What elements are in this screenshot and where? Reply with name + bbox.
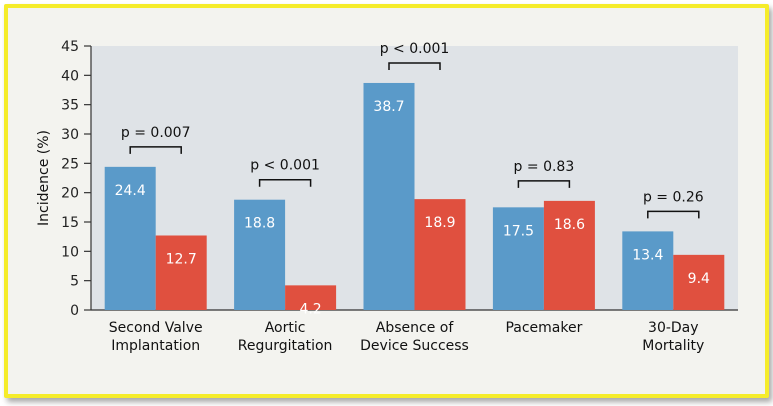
data-label: 18.9 xyxy=(424,215,455,231)
bar-series-1 xyxy=(234,199,286,310)
x-tick-label: 30-Day xyxy=(648,320,699,336)
x-tick-label: Pacemaker xyxy=(505,320,582,336)
x-tick-label: Absence of xyxy=(376,320,455,336)
bar-series-1 xyxy=(104,166,156,310)
y-tick-label: 0 xyxy=(70,303,79,319)
p-value-label: p < 0.001 xyxy=(380,41,450,57)
y-tick-label: 20 xyxy=(61,186,79,202)
bar-series-1 xyxy=(622,231,674,310)
y-tick-label: 35 xyxy=(61,98,79,114)
y-tick-label: 15 xyxy=(61,215,79,231)
data-label: 18.8 xyxy=(244,216,275,232)
significance-bracket xyxy=(258,178,312,187)
x-tick-label: Device Success xyxy=(360,338,469,354)
p-value-label: p = 0.26 xyxy=(643,189,704,205)
significance-bracket xyxy=(129,146,182,154)
p-value-label: p < 0.001 xyxy=(250,158,320,174)
bar-series-2 xyxy=(673,254,725,310)
y-tick-label: 25 xyxy=(61,156,79,172)
y-tick-label: 10 xyxy=(61,244,79,260)
y-tick-label: 5 xyxy=(70,274,79,290)
p-value-label: p = 0.007 xyxy=(121,125,191,141)
data-label: 4.2 xyxy=(299,301,321,317)
x-tick-label: Mortality xyxy=(642,338,704,354)
data-label: 18.6 xyxy=(554,217,585,233)
significance-bracket xyxy=(647,210,700,219)
y-tick-label: 45 xyxy=(61,39,79,55)
data-label: 12.7 xyxy=(166,251,197,267)
p-value-label: p = 0.83 xyxy=(514,159,575,175)
significance-bracket xyxy=(517,180,571,188)
bar-series-2 xyxy=(155,235,207,310)
x-tick-label: Implantation xyxy=(111,338,200,354)
x-tick-label: Aortic xyxy=(265,320,306,336)
bar-series-2 xyxy=(414,199,466,310)
data-label: 17.5 xyxy=(503,223,534,239)
x-tick-label: Regurgitation xyxy=(238,338,333,354)
bar-series-1 xyxy=(363,82,415,311)
x-tick-label: Second Valve xyxy=(109,320,203,336)
data-label: 38.7 xyxy=(373,99,404,115)
data-label: 9.4 xyxy=(688,271,710,287)
y-axis-label: Incidence (%) xyxy=(36,130,52,226)
y-tick-label: 30 xyxy=(61,127,79,143)
y-tick-label: 40 xyxy=(61,68,79,84)
bar-series-1 xyxy=(492,207,544,310)
significance-bracket xyxy=(388,62,441,70)
data-label: 24.4 xyxy=(115,183,146,199)
data-label: 13.4 xyxy=(632,247,663,263)
bar-series-2 xyxy=(543,200,595,310)
bar-series-2 xyxy=(285,285,337,310)
